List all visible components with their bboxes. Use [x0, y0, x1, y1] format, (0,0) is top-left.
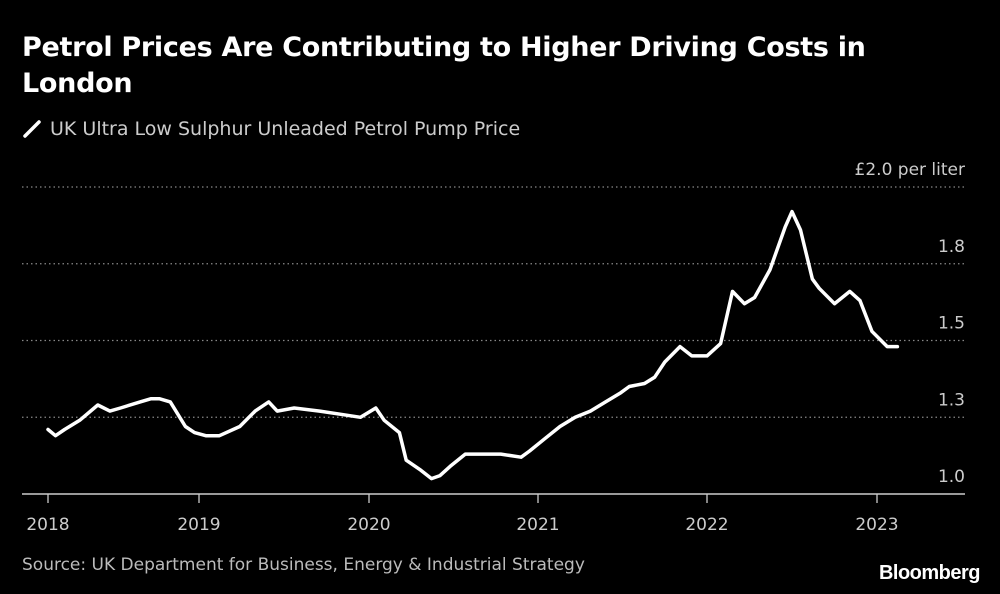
x-tick-label: 2022: [685, 515, 728, 535]
y-tick-label: £2.0 per liter: [855, 160, 965, 180]
x-tick-label: 2020: [347, 515, 390, 535]
y-tick-label: 1.5: [938, 314, 965, 334]
chart-title: Petrol Prices Are Contributing to Higher…: [22, 32, 866, 99]
bloomberg-logo: Bloomberg: [878, 562, 981, 584]
y-tick-label: 1.3: [938, 390, 965, 410]
x-tick-label: 2021: [516, 515, 559, 535]
source-note: Source: UK Department for Business, Ener…: [22, 555, 585, 575]
x-tick-label: 2023: [855, 515, 898, 535]
y-tick-label: 1.8: [938, 237, 965, 257]
x-tick-label: 2018: [26, 515, 69, 535]
legend-label: UK Ultra Low Sulphur Unleaded Petrol Pum…: [50, 118, 521, 140]
series-line-petrol-price: [46, 209, 900, 481]
x-tick-label: 2019: [177, 515, 220, 535]
legend: UK Ultra Low Sulphur Unleaded Petrol Pum…: [22, 118, 520, 140]
legend-line-icon: [23, 120, 41, 138]
y-tick-label: 1.0: [938, 467, 965, 487]
